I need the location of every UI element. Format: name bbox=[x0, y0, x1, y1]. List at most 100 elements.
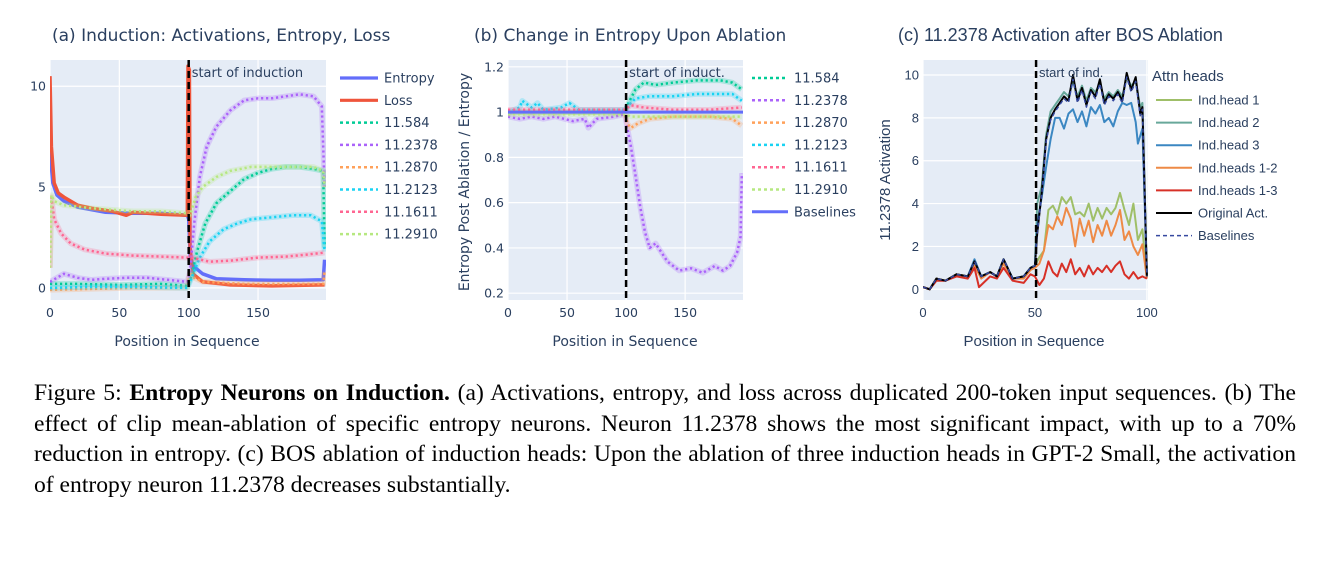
y-tick-label: 0.2 bbox=[484, 286, 504, 301]
legend-item[interactable]: 11.2910 bbox=[340, 228, 438, 243]
y-tick-label: 4 bbox=[912, 196, 919, 211]
legend-item[interactable]: Baselines bbox=[752, 205, 856, 220]
series-line-11-2378 bbox=[50, 93, 326, 284]
series-line-ind-heads-1-2 bbox=[923, 206, 1148, 291]
legend-item[interactable]: Baselines bbox=[1156, 228, 1255, 243]
panel-c-ylabel: 11.2378 Activation bbox=[877, 119, 894, 240]
legend-item[interactable]: 11.584 bbox=[340, 116, 430, 131]
x-tick-label: 100 bbox=[614, 305, 638, 320]
panel-b-ablation-chart: (b) Change in Entropy Upon Ablation star… bbox=[457, 26, 856, 350]
legend-label: Ind.heads 1-3 bbox=[1198, 183, 1278, 198]
legend-item[interactable]: 11.2123 bbox=[752, 138, 848, 153]
legend-item[interactable]: Ind.head 3 bbox=[1156, 138, 1259, 153]
x-tick-label: 0 bbox=[46, 305, 54, 320]
panel-a-ticks: 0 50 100 150 0 5 10 bbox=[30, 79, 270, 320]
legend-item[interactable]: 11.584 bbox=[752, 72, 840, 87]
legend-label: Ind.head 3 bbox=[1198, 138, 1259, 153]
caption-bold-title: Entropy Neurons on Induction. bbox=[129, 380, 450, 406]
legend-item[interactable]: Ind.head 2 bbox=[1156, 115, 1259, 130]
legend-item[interactable]: 11.2378 bbox=[340, 138, 438, 153]
legend-item[interactable]: 11.2378 bbox=[752, 94, 848, 109]
legend-item[interactable]: 11.2123 bbox=[340, 183, 438, 198]
series-line-11-2123 bbox=[508, 92, 743, 114]
legend-label: Ind.head 2 bbox=[1198, 115, 1259, 130]
legend-label: Ind.heads 1-2 bbox=[1198, 160, 1278, 175]
series-confidence-band bbox=[508, 111, 742, 120]
series-line-11-2870 bbox=[50, 270, 326, 292]
y-tick-label: 5 bbox=[38, 180, 46, 195]
panel-c-xlabel: Position in Sequence bbox=[964, 333, 1105, 350]
legend-label: 11.2123 bbox=[794, 138, 848, 153]
panel-a-induction-chart: (a) Induction: Activations, Entropy, Los… bbox=[30, 26, 438, 350]
legend-label: Entropy bbox=[384, 72, 435, 87]
legend-label: 11.584 bbox=[794, 72, 840, 87]
legend-label: Ind.head 1 bbox=[1198, 93, 1259, 108]
legend-item[interactable]: 11.2910 bbox=[752, 183, 848, 198]
panel-b-xlabel: Position in Sequence bbox=[552, 334, 697, 350]
panel-b-title: (b) Change in Entropy Upon Ablation bbox=[474, 26, 786, 46]
x-tick-label: 150 bbox=[673, 305, 697, 320]
x-tick-label: 50 bbox=[559, 305, 575, 320]
legend-item[interactable]: 11.1611 bbox=[752, 161, 848, 176]
legend-item[interactable]: Loss bbox=[340, 94, 413, 109]
x-tick-label: 0 bbox=[504, 305, 512, 320]
legend-label: 11.2910 bbox=[794, 183, 848, 198]
panel-b-induction-marker: start of induct. bbox=[624, 60, 725, 300]
legend-label: Loss bbox=[384, 94, 413, 109]
series-line-11-584 bbox=[50, 165, 326, 288]
panel-c-ticks: 0 50 100 0 2 4 6 8 10 bbox=[905, 68, 1158, 321]
legend-label: 11.2123 bbox=[384, 183, 438, 198]
figure: (a) Induction: Activations, Entropy, Los… bbox=[30, 25, 1278, 350]
figure-number: Figure 5: bbox=[34, 380, 122, 406]
legend-item[interactable]: Ind.heads 1-2 bbox=[1156, 160, 1278, 175]
legend-item[interactable]: 11.2870 bbox=[752, 116, 848, 131]
series-line-ind-heads-1-3 bbox=[923, 258, 1148, 291]
series-line-baselines bbox=[923, 76, 1148, 291]
series-line-loss bbox=[50, 64, 325, 288]
legend-label: 11.2910 bbox=[384, 228, 438, 243]
panel-a-induction-marker: start of induction bbox=[187, 60, 303, 300]
induction-start-label: start of induction bbox=[192, 66, 303, 81]
panel-c-bos-ablation-chart: (c) 11.2378 Activation after BOS Ablatio… bbox=[877, 25, 1278, 350]
x-tick-label: 50 bbox=[111, 305, 127, 320]
x-tick-label: 150 bbox=[246, 305, 270, 320]
legend-item[interactable]: Ind.head 1 bbox=[1156, 93, 1259, 108]
legend-label: 11.2870 bbox=[384, 161, 438, 176]
panel-a-xlabel: Position in Sequence bbox=[114, 334, 259, 350]
y-tick-label: 8 bbox=[912, 110, 919, 125]
x-tick-label: 0 bbox=[919, 305, 926, 320]
legend-item[interactable]: Ind.heads 1-3 bbox=[1156, 183, 1278, 198]
y-tick-label: 0 bbox=[38, 280, 46, 295]
y-tick-label: 10 bbox=[905, 68, 919, 83]
legend-item[interactable]: Entropy bbox=[340, 72, 435, 87]
induction-start-label: start of induct. bbox=[629, 66, 725, 81]
panel-a-series bbox=[50, 64, 326, 293]
series-line-11-2123 bbox=[50, 214, 326, 290]
series-line-11-2910 bbox=[50, 165, 326, 268]
panel-b-series bbox=[508, 77, 743, 276]
y-tick-label: 1 bbox=[496, 105, 504, 120]
y-tick-label: 6 bbox=[912, 153, 919, 168]
y-tick-label: 0.8 bbox=[484, 150, 504, 165]
panel-c-title: (c) 11.2378 Activation after BOS Ablatio… bbox=[898, 25, 1223, 45]
series-line-11-584 bbox=[508, 79, 743, 114]
y-tick-label: 2 bbox=[912, 239, 919, 254]
panel-b-ticks: 0 50 100 150 0.2 0.4 0.6 0.8 1 1.2 bbox=[484, 59, 697, 320]
panel-b-legend: 11.584 11.2378 11.2870 11.2123 11.1611 11.291… bbox=[752, 72, 856, 220]
legend-item[interactable]: 11.1611 bbox=[340, 205, 438, 220]
caption-body: (a) Activations, entropy, and loss acros… bbox=[34, 380, 1296, 498]
legend-item[interactable]: 11.2870 bbox=[340, 161, 438, 176]
legend-label: Baselines bbox=[1198, 228, 1255, 243]
legend-label: 11.2378 bbox=[794, 94, 848, 109]
legend-label: 11.1611 bbox=[794, 161, 848, 176]
induction-start-label: start of ind. bbox=[1039, 65, 1103, 80]
panel-b-ylabel: Entropy Post Ablation / Entropy bbox=[457, 73, 473, 291]
legend-label: Baselines bbox=[794, 205, 856, 220]
y-tick-label: 0.6 bbox=[484, 195, 504, 210]
panel-a-title: (a) Induction: Activations, Entropy, Los… bbox=[52, 26, 391, 46]
series-line-11-1611 bbox=[508, 104, 742, 112]
series-line-11-1611 bbox=[50, 195, 325, 268]
panel-c-induction-marker: start of ind. bbox=[1034, 60, 1103, 300]
legend-item[interactable]: Original Act. bbox=[1156, 206, 1268, 221]
x-tick-label: 50 bbox=[1028, 305, 1042, 320]
